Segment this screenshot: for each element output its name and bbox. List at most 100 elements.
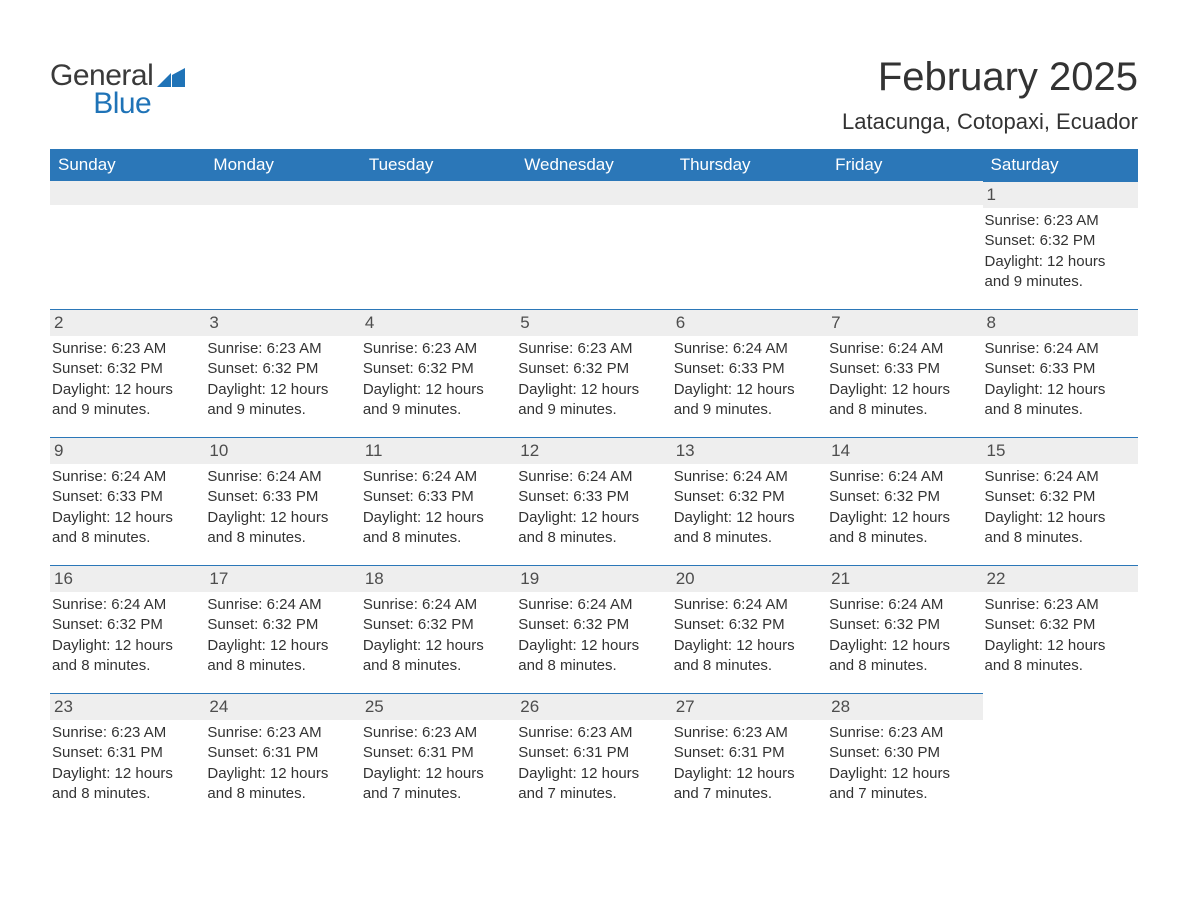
day-daylight1: Daylight: 12 hours [363, 380, 510, 400]
day-number: 19 [516, 565, 671, 592]
day-daylight1: Daylight: 12 hours [829, 764, 976, 784]
calendar-cell [361, 181, 516, 309]
day-sunrise: Sunrise: 6:24 AM [207, 595, 354, 615]
calendar-cell: 20Sunrise: 6:24 AMSunset: 6:32 PMDayligh… [672, 565, 827, 693]
day-daylight1: Daylight: 12 hours [985, 508, 1132, 528]
calendar-cell: 6Sunrise: 6:24 AMSunset: 6:33 PMDaylight… [672, 309, 827, 437]
calendar-cell: 4Sunrise: 6:23 AMSunset: 6:32 PMDaylight… [361, 309, 516, 437]
day-daylight2: and 7 minutes. [518, 784, 665, 804]
day-number: 13 [672, 437, 827, 464]
day-number: 17 [205, 565, 360, 592]
day-daylight1: Daylight: 12 hours [207, 636, 354, 656]
day-number: 20 [672, 565, 827, 592]
day-number: 22 [983, 565, 1138, 592]
calendar-cell: 1Sunrise: 6:23 AMSunset: 6:32 PMDaylight… [983, 181, 1138, 309]
calendar-cell: 25Sunrise: 6:23 AMSunset: 6:31 PMDayligh… [361, 693, 516, 804]
calendar-week-row: 2Sunrise: 6:23 AMSunset: 6:32 PMDaylight… [50, 309, 1138, 437]
day-daylight1: Daylight: 12 hours [363, 764, 510, 784]
calendar-week-row: 1Sunrise: 6:23 AMSunset: 6:32 PMDaylight… [50, 181, 1138, 309]
day-sunset: Sunset: 6:33 PM [518, 487, 665, 507]
day-sunset: Sunset: 6:32 PM [674, 487, 821, 507]
calendar-week-row: 16Sunrise: 6:24 AMSunset: 6:32 PMDayligh… [50, 565, 1138, 693]
day-daylight2: and 8 minutes. [985, 656, 1132, 676]
day-sunrise: Sunrise: 6:24 AM [674, 467, 821, 487]
day-daylight2: and 8 minutes. [829, 400, 976, 420]
calendar-cell: 24Sunrise: 6:23 AMSunset: 6:31 PMDayligh… [205, 693, 360, 804]
day-daylight2: and 7 minutes. [674, 784, 821, 804]
day-daylight2: and 8 minutes. [985, 528, 1132, 548]
day-details: Sunrise: 6:23 AMSunset: 6:31 PMDaylight:… [50, 720, 205, 804]
day-daylight1: Daylight: 12 hours [207, 764, 354, 784]
day-number: 18 [361, 565, 516, 592]
day-number: 3 [205, 309, 360, 336]
day-number: 26 [516, 693, 671, 720]
day-details: Sunrise: 6:23 AMSunset: 6:31 PMDaylight:… [361, 720, 516, 804]
day-daylight1: Daylight: 12 hours [829, 636, 976, 656]
calendar-cell: 19Sunrise: 6:24 AMSunset: 6:32 PMDayligh… [516, 565, 671, 693]
calendar-cell: 15Sunrise: 6:24 AMSunset: 6:32 PMDayligh… [983, 437, 1138, 565]
day-sunrise: Sunrise: 6:23 AM [52, 723, 199, 743]
day-daylight1: Daylight: 12 hours [674, 636, 821, 656]
day-number: 8 [983, 309, 1138, 336]
day-sunrise: Sunrise: 6:24 AM [829, 467, 976, 487]
day-number: 9 [50, 437, 205, 464]
day-details: Sunrise: 6:23 AMSunset: 6:32 PMDaylight:… [50, 336, 205, 420]
calendar-cell: 9Sunrise: 6:24 AMSunset: 6:33 PMDaylight… [50, 437, 205, 565]
day-sunrise: Sunrise: 6:24 AM [207, 467, 354, 487]
day-number: 4 [361, 309, 516, 336]
day-daylight1: Daylight: 12 hours [52, 508, 199, 528]
day-daylight2: and 9 minutes. [207, 400, 354, 420]
day-details: Sunrise: 6:24 AMSunset: 6:33 PMDaylight:… [50, 464, 205, 548]
day-sunset: Sunset: 6:33 PM [363, 487, 510, 507]
day-daylight2: and 9 minutes. [674, 400, 821, 420]
day-number: 11 [361, 437, 516, 464]
day-number: 5 [516, 309, 671, 336]
day-daylight1: Daylight: 12 hours [985, 380, 1132, 400]
day-number: 23 [50, 693, 205, 720]
calendar-cell: 13Sunrise: 6:24 AMSunset: 6:32 PMDayligh… [672, 437, 827, 565]
weekday-header-row: Sunday Monday Tuesday Wednesday Thursday… [50, 149, 1138, 181]
calendar-cell [827, 181, 982, 309]
calendar-cell: 23Sunrise: 6:23 AMSunset: 6:31 PMDayligh… [50, 693, 205, 804]
day-daylight2: and 8 minutes. [52, 784, 199, 804]
brand-word-2: Blue [50, 89, 153, 119]
calendar-page: General Blue February 2025 Latacunga, Co… [0, 0, 1188, 918]
day-daylight1: Daylight: 12 hours [52, 380, 199, 400]
day-daylight2: and 9 minutes. [363, 400, 510, 420]
day-sunrise: Sunrise: 6:23 AM [985, 211, 1132, 231]
day-sunrise: Sunrise: 6:24 AM [363, 467, 510, 487]
brand-text: General Blue [50, 61, 153, 119]
day-sunrise: Sunrise: 6:23 AM [363, 339, 510, 359]
day-sunrise: Sunrise: 6:24 AM [518, 467, 665, 487]
weekday-header: Tuesday [361, 149, 516, 181]
day-number: 10 [205, 437, 360, 464]
day-daylight1: Daylight: 12 hours [363, 636, 510, 656]
calendar-cell: 17Sunrise: 6:24 AMSunset: 6:32 PMDayligh… [205, 565, 360, 693]
day-sunset: Sunset: 6:32 PM [674, 615, 821, 635]
day-number: 12 [516, 437, 671, 464]
calendar-cell: 22Sunrise: 6:23 AMSunset: 6:32 PMDayligh… [983, 565, 1138, 693]
day-sunrise: Sunrise: 6:24 AM [674, 339, 821, 359]
day-daylight2: and 8 minutes. [674, 656, 821, 676]
day-sunrise: Sunrise: 6:24 AM [985, 467, 1132, 487]
calendar-body: 1Sunrise: 6:23 AMSunset: 6:32 PMDaylight… [50, 181, 1138, 804]
day-sunrise: Sunrise: 6:24 AM [518, 595, 665, 615]
calendar-cell: 14Sunrise: 6:24 AMSunset: 6:32 PMDayligh… [827, 437, 982, 565]
day-number: 14 [827, 437, 982, 464]
empty-day [361, 181, 516, 205]
weekday-header: Monday [205, 149, 360, 181]
day-number: 15 [983, 437, 1138, 464]
day-details: Sunrise: 6:23 AMSunset: 6:30 PMDaylight:… [827, 720, 982, 804]
day-sunrise: Sunrise: 6:23 AM [985, 595, 1132, 615]
day-sunrise: Sunrise: 6:24 AM [52, 467, 199, 487]
day-daylight2: and 8 minutes. [829, 528, 976, 548]
weekday-header: Thursday [672, 149, 827, 181]
day-daylight1: Daylight: 12 hours [518, 380, 665, 400]
calendar-cell: 28Sunrise: 6:23 AMSunset: 6:30 PMDayligh… [827, 693, 982, 804]
day-number: 1 [983, 181, 1138, 208]
calendar-cell [205, 181, 360, 309]
calendar-cell: 5Sunrise: 6:23 AMSunset: 6:32 PMDaylight… [516, 309, 671, 437]
day-sunrise: Sunrise: 6:23 AM [674, 723, 821, 743]
day-sunset: Sunset: 6:32 PM [518, 359, 665, 379]
calendar-cell: 10Sunrise: 6:24 AMSunset: 6:33 PMDayligh… [205, 437, 360, 565]
